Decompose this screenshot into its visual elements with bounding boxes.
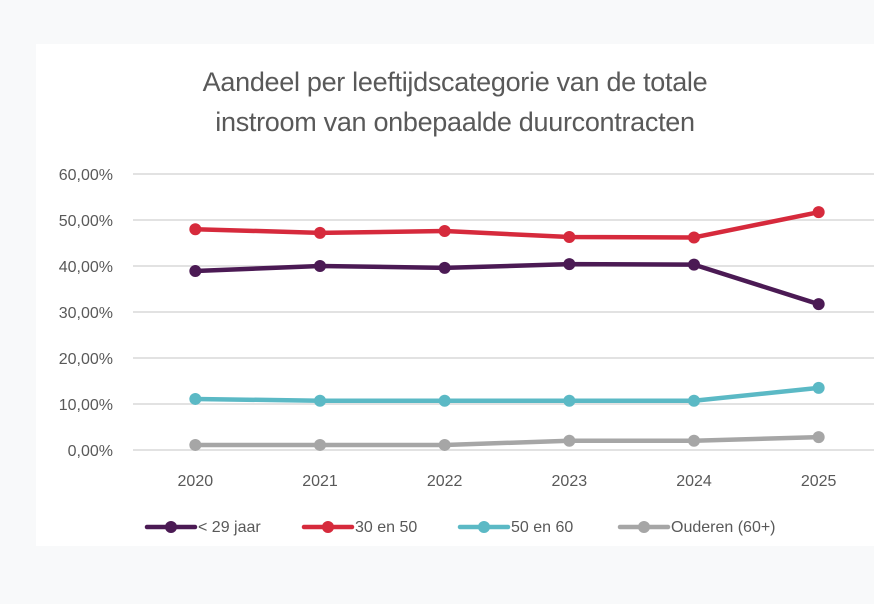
- legend-swatch-marker: [478, 521, 490, 533]
- data-point[interactable]: [812, 431, 825, 444]
- legend-item[interactable]: 50 en 60: [457, 519, 573, 536]
- series-2: [189, 381, 825, 407]
- chart-title-line-2: instroom van onbepaalde duurcontracten: [215, 107, 695, 137]
- data-point[interactable]: [438, 394, 451, 407]
- legend-label: 50 en 60: [511, 519, 573, 536]
- y-tick-label: 0,00%: [68, 443, 113, 460]
- legend-label: Ouderen (60+): [671, 519, 776, 536]
- data-point[interactable]: [438, 225, 451, 238]
- chart-title: Aandeel per leeftijdscategorie van de to…: [36, 62, 874, 142]
- data-point[interactable]: [563, 394, 576, 407]
- series-1: [189, 206, 825, 244]
- data-point[interactable]: [812, 206, 825, 219]
- data-point[interactable]: [563, 258, 576, 271]
- data-point[interactable]: [688, 394, 700, 407]
- data-point[interactable]: [688, 258, 700, 271]
- series-line: [193, 434, 821, 448]
- y-tick-label: 30,00%: [59, 305, 113, 322]
- legend-label: < 29 jaar: [198, 519, 261, 536]
- legend-swatch-marker: [638, 521, 650, 533]
- legend: < 29 jaar 30 en 50 50 en 60 Ouderen (60+): [144, 519, 776, 536]
- y-axis-tick-labels: 0,00% 10,00% 20,00% 30,00% 40,00% 50,00% 60,00…: [59, 167, 113, 460]
- data-point[interactable]: [314, 438, 326, 451]
- y-tick-label: 40,00%: [59, 259, 113, 276]
- x-tick-label: 2022: [427, 473, 463, 490]
- data-point[interactable]: [314, 394, 326, 407]
- legend-label: 30 en 50: [355, 519, 417, 536]
- y-tick-label: 10,00%: [59, 397, 113, 414]
- data-point[interactable]: [314, 260, 326, 272]
- legend-swatch-marker: [322, 521, 334, 533]
- data-point[interactable]: [688, 434, 700, 447]
- x-tick-label: 2023: [552, 473, 588, 490]
- data-point[interactable]: [438, 261, 451, 274]
- series-lines: [189, 206, 825, 451]
- data-point[interactable]: [812, 381, 825, 394]
- series-3: [189, 431, 825, 451]
- data-point[interactable]: [189, 265, 202, 278]
- x-tick-label: 2020: [178, 473, 214, 490]
- data-point[interactable]: [314, 226, 326, 239]
- y-tick-label: 50,00%: [59, 213, 113, 230]
- legend-swatch-marker: [165, 521, 177, 533]
- series-line: [193, 209, 821, 240]
- legend-item[interactable]: < 29 jaar: [144, 519, 261, 536]
- x-tick-label: 2021: [302, 473, 338, 490]
- series-line: [193, 385, 821, 404]
- data-point[interactable]: [189, 392, 202, 405]
- y-tick-label: 20,00%: [59, 351, 113, 368]
- chart-title-line-1: Aandeel per leeftijdscategorie van de to…: [202, 67, 708, 97]
- series-line: [193, 261, 821, 307]
- data-point[interactable]: [189, 223, 202, 236]
- data-point[interactable]: [812, 298, 825, 311]
- gridlines: [133, 173, 874, 451]
- data-point[interactable]: [563, 231, 576, 244]
- chart-panel: [36, 44, 874, 546]
- x-axis-tick-labels: 2020 2021 2022 2023 2024 2025: [178, 473, 837, 490]
- x-tick-label: 2024: [676, 473, 712, 490]
- data-point[interactable]: [438, 438, 451, 451]
- x-tick-label: 2025: [801, 473, 837, 490]
- series-0: [189, 258, 825, 311]
- data-point[interactable]: [563, 434, 576, 447]
- legend-item[interactable]: 30 en 50: [301, 519, 417, 536]
- y-tick-label: 60,00%: [59, 167, 113, 184]
- data-point[interactable]: [189, 438, 202, 451]
- data-point[interactable]: [688, 231, 700, 244]
- legend-item[interactable]: Ouderen (60+): [617, 519, 776, 536]
